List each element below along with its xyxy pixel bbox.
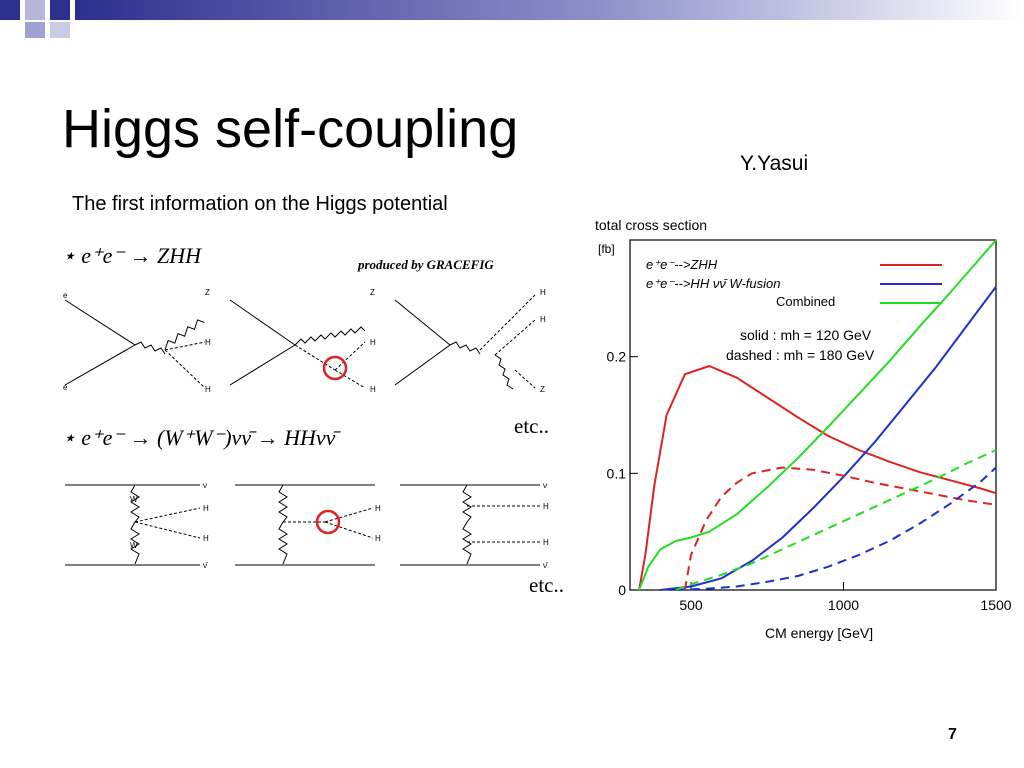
header-decoration (0, 0, 1024, 38)
particle-label: Z (205, 288, 210, 297)
process-wfusion-label: ⋆ e⁺e⁻ → (W⁺W⁻)νν̄ → HHνν̄ (62, 425, 336, 450)
series-line-5 (675, 449, 997, 591)
particle-label: e (63, 383, 68, 392)
particle-label: e (63, 291, 68, 300)
header-bar (75, 0, 1024, 20)
legend-label-zhh: e⁺e⁻-->ZHH (646, 257, 718, 272)
particle-label: H (203, 534, 209, 543)
y-tick-label: 0.1 (607, 465, 627, 481)
corner-square (50, 0, 70, 20)
feynman-diagram-wfusion-2 (235, 484, 375, 566)
chart-annotation-dashed: dashed : mh = 180 GeV (726, 347, 875, 363)
y-tick-label: 0 (618, 582, 626, 598)
series-line-2 (638, 239, 997, 591)
chart-xlabel: CM energy [GeV] (765, 625, 873, 641)
process-zhh-label: ⋆ e⁺e⁻ → ZHH (62, 243, 202, 268)
feynman-diagrams: e e Z H H Z H H H H Z W W ν H H ν̄ H H ν… (63, 288, 549, 570)
chart-yunit: [fb] (598, 242, 615, 256)
corner-square (0, 0, 20, 20)
particle-label: H (203, 504, 209, 513)
particle-label: Z (370, 288, 375, 297)
series-line-4 (675, 466, 997, 591)
particle-label: ν (543, 481, 547, 490)
feynman-diagram-wfusion-3 (400, 484, 540, 566)
particle-label: H (205, 338, 211, 347)
particle-label: ν̄ (203, 561, 209, 570)
particle-label: H (540, 288, 546, 297)
produced-by-label: produced by GRACEFIG (358, 257, 494, 272)
legend-label-combined: Combined (776, 294, 835, 309)
slide-number: 7 (948, 726, 957, 743)
corner-square (25, 22, 45, 38)
x-tick-label: 1000 (828, 597, 859, 613)
slide-subtitle: The first information on the Higgs poten… (72, 193, 448, 215)
feynman-diagram-zhh-3 (394, 294, 536, 390)
particle-label: W (130, 541, 138, 550)
particle-label: H (370, 338, 376, 347)
x-tick-label: 1500 (980, 597, 1011, 613)
trilinear-vertex-highlight (315, 509, 341, 535)
chart-frame (629, 239, 997, 591)
particle-label: H (370, 385, 376, 394)
series-line-1 (660, 286, 997, 591)
feynman-diagram-zhh-2 (229, 299, 366, 389)
trilinear-vertex-highlight (322, 355, 348, 381)
particle-label: H (540, 315, 546, 324)
particle-label: W (130, 495, 138, 504)
series-line-0 (638, 365, 997, 591)
chart-legend: e⁺e⁻-->ZHH e⁺e⁻-->HH νν̄ W-fusion Combin… (646, 257, 942, 363)
etc-label: etc.. (514, 414, 549, 438)
feynman-diagram-wfusion-1 (65, 484, 201, 566)
particle-label: ν̄ (543, 561, 549, 570)
feynman-diagram-zhh-1 (64, 299, 206, 389)
particle-label: H (375, 504, 381, 513)
slide-title: Higgs self-coupling (62, 99, 519, 159)
y-tick-label: 0.2 (607, 349, 627, 365)
cross-section-chart: total cross section [fb] 0 0.1 0.2 500 1000… (595, 217, 1012, 641)
legend-label-wfusion: e⁺e⁻-->HH νν̄ W-fusion (646, 276, 781, 291)
x-tick-label: 500 (679, 597, 703, 613)
corner-square (50, 22, 70, 38)
particle-label: ν (203, 481, 207, 490)
corner-square (25, 0, 45, 20)
etc-label: etc.. (529, 573, 564, 597)
particle-label: H (543, 502, 549, 511)
chart-annotation-solid: solid : mh = 120 GeV (740, 327, 872, 343)
particle-label: Z (540, 385, 545, 394)
author-name: Y.Yasui (740, 152, 809, 175)
series-line-3 (683, 466, 997, 591)
particle-label: H (543, 538, 549, 547)
chart-ylabel: total cross section (595, 217, 707, 233)
particle-label: H (375, 534, 381, 543)
particle-label: H (205, 385, 211, 394)
